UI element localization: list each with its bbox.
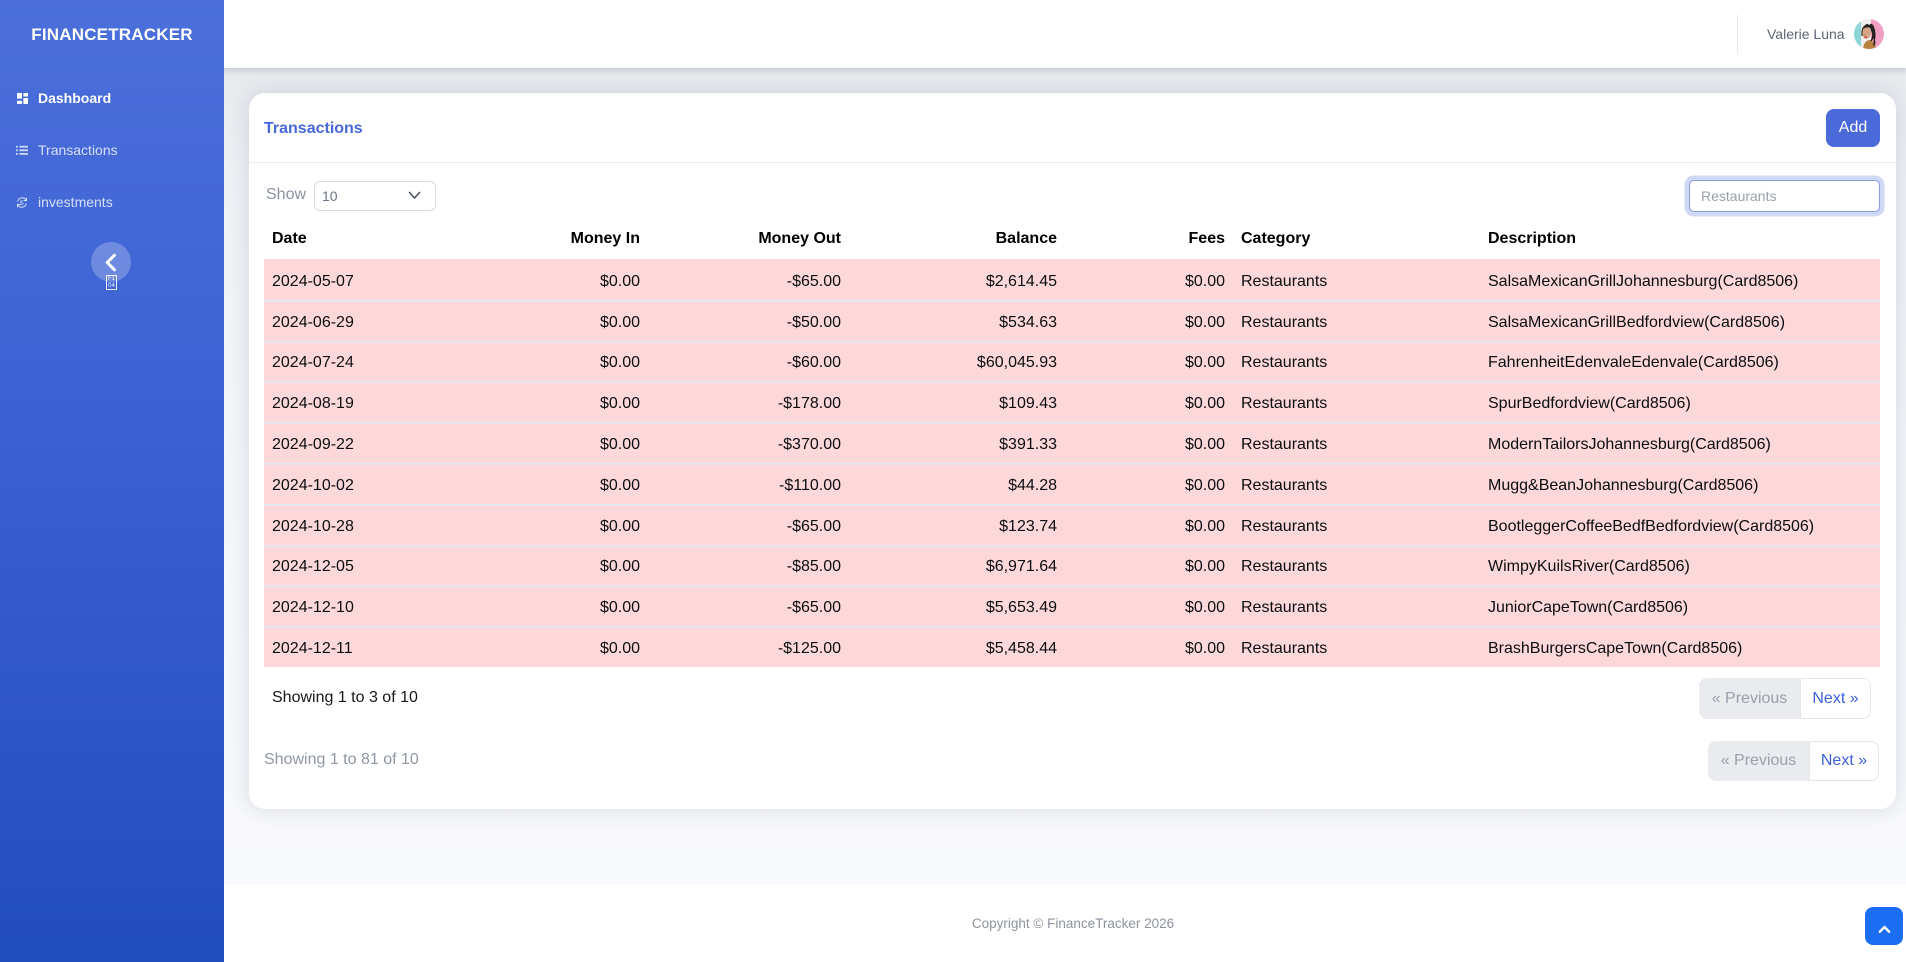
svg-text:$: $ [20,199,24,206]
